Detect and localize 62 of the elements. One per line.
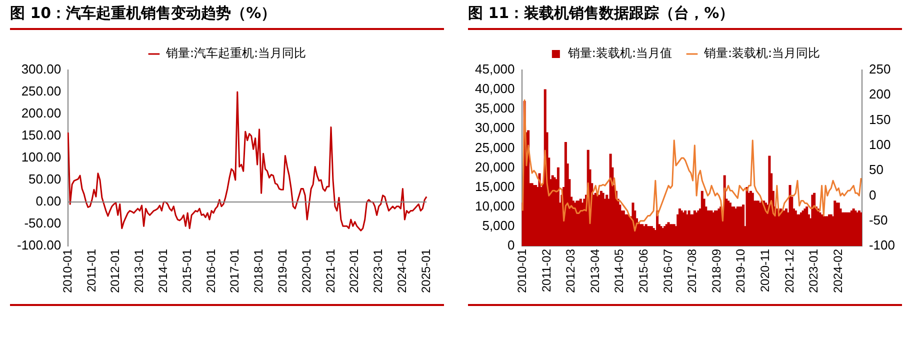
x-tick-label: 2015-06 <box>636 248 651 294</box>
x-tick-label: 2021-12 <box>782 248 796 294</box>
x-tick-label: 2011-02 <box>539 248 554 292</box>
y-tick-label: 100.00 <box>21 150 62 165</box>
x-tick-label: 2014-05 <box>612 248 626 294</box>
y2-tick-label: 0 <box>868 187 876 202</box>
x-tick-label: 2013-04 <box>588 248 602 294</box>
x-tick-label: 2018-09 <box>709 248 724 294</box>
chart-title: 图 10：汽车起重机销售变动趋势（%） <box>10 0 444 30</box>
x-tick-label: 2022-01 <box>347 248 362 294</box>
legend-label: 销量:装载机:当月同比 <box>703 46 820 60</box>
x-tick-label: 2011-01 <box>84 248 98 292</box>
x-tick-label: 2020-01 <box>299 248 314 294</box>
x-tick-label: 2017-08 <box>685 248 700 294</box>
y2-tick-label: 150 <box>868 112 891 127</box>
y-tick-label: 35,000 <box>474 100 515 116</box>
y2-tick-label: -50 <box>868 212 888 228</box>
y-tick-label: 0 <box>508 238 515 253</box>
x-tick-label: 2017-01 <box>228 248 242 294</box>
x-tick-label: 2010-01 <box>60 248 74 294</box>
x-tick-label: 2010-01 <box>515 248 530 294</box>
x-tick-label: 2025-01 <box>418 248 433 294</box>
y2-tick-label: 50 <box>868 162 884 178</box>
x-tick-label: 2016-07 <box>660 248 675 294</box>
x-tick-label: 2015-01 <box>180 248 194 294</box>
x-tick-label: 2018-01 <box>252 248 266 294</box>
x-tick-label: 2020-11 <box>758 248 772 292</box>
y2-tick-label: 100 <box>868 136 891 152</box>
x-tick-label: 2012-03 <box>564 248 578 294</box>
x-tick-label: 2019-10 <box>734 248 748 294</box>
y-tick-label: 0.00 <box>36 194 62 209</box>
x-tick-label: 2023-01 <box>806 248 821 294</box>
x-tick-label: 2024-02 <box>830 248 845 294</box>
legend-label: 销量:装载机:当月值 <box>566 46 672 60</box>
y-tick-label: 300.00 <box>21 62 62 77</box>
x-tick-label: 2012-01 <box>108 248 122 294</box>
x-tick-label: 2014-01 <box>156 248 170 294</box>
y-tick-label: 250.00 <box>21 84 62 99</box>
x-tick-label: 2021-01 <box>323 248 338 294</box>
x-tick-label: 2023-01 <box>371 248 386 294</box>
legend-label: 销量:汽车起重机:当月同比 <box>164 46 306 60</box>
y-tick-label: -100.00 <box>16 238 62 253</box>
y-tick-label: 10,000 <box>474 198 515 214</box>
y-tick-label: 30,000 <box>474 120 515 136</box>
y2-tick-label: 200 <box>868 86 891 102</box>
y2-tick-label: -100 <box>868 238 896 253</box>
y-tick-label: 5,000 <box>482 218 515 233</box>
y-tick-label: 50.00 <box>28 172 62 187</box>
y-tick-label: 45,000 <box>474 62 515 77</box>
x-tick-label: 2024-01 <box>395 248 410 294</box>
y2-tick-label: 250 <box>868 62 891 77</box>
y-tick-label: 150.00 <box>21 128 62 143</box>
y-tick-label: -50.00 <box>24 216 62 231</box>
y-tick-label: 25,000 <box>474 140 515 155</box>
y-tick-label: 15,000 <box>474 178 515 194</box>
x-tick-label: 2019-01 <box>276 248 290 294</box>
y-tick-label: 20,000 <box>474 159 515 174</box>
x-tick-label: 2016-01 <box>204 248 218 294</box>
y-tick-label: 40,000 <box>474 81 515 96</box>
y-tick-label: 200.00 <box>21 106 62 121</box>
x-tick-label: 2013-01 <box>132 248 146 294</box>
chart-title: 图 11：装载机销售数据跟踪（台，%） <box>468 0 902 30</box>
